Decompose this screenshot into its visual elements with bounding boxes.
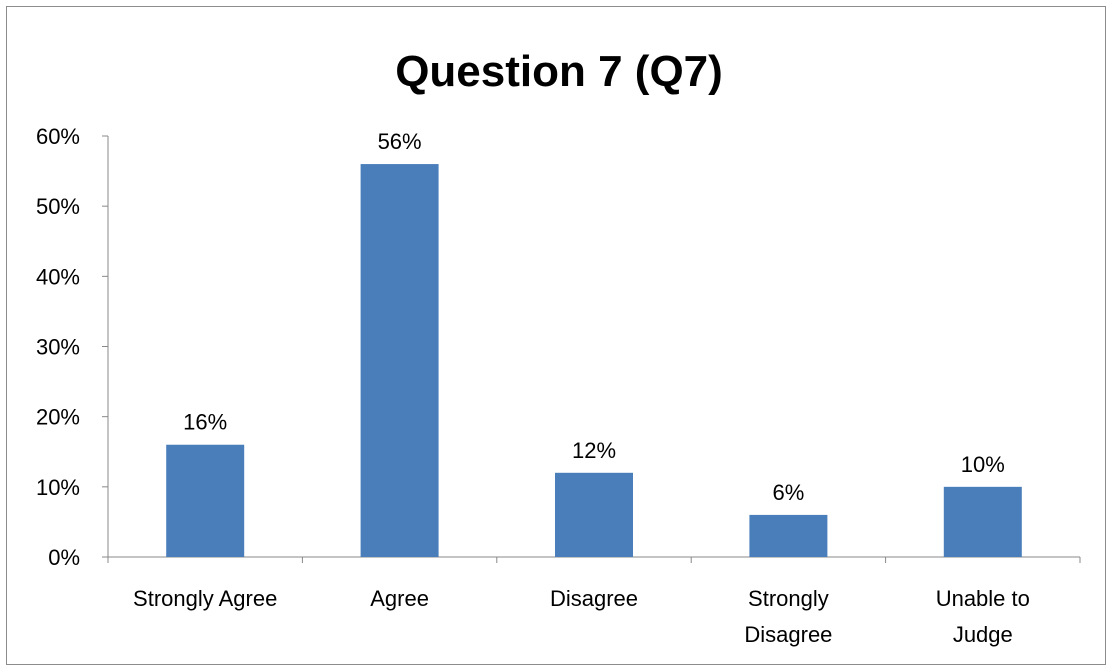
bar [555,472,633,557]
bars [166,164,1022,558]
data-label: 10% [961,452,1005,477]
data-label: 12% [572,438,616,463]
y-tick-label: 60% [36,124,80,149]
category-label: Disagree [744,622,832,647]
bar [749,514,828,557]
y-tick-label: 10% [36,475,80,500]
category-label: Agree [370,586,429,611]
data-label: 6% [773,480,805,505]
category-label: Judge [953,622,1013,647]
y-tick-label: 50% [36,194,80,219]
y-tick-label: 0% [48,545,80,570]
data-label: 16% [183,410,227,435]
category-label: Strongly Agree [133,586,277,611]
category-label: Strongly [748,586,829,611]
y-tick-label: 40% [36,264,80,289]
y-tick-label: 20% [36,405,80,430]
category-label: Unable to [936,586,1030,611]
category-label: Disagree [550,586,638,611]
category-labels: Strongly Agree Agree Disagree Strongly Disag… [133,586,1030,647]
y-axis: 0% 10% 20% 30% 40% 50% 60% [36,124,109,570]
bar [360,164,439,558]
y-tick-label: 30% [36,335,80,360]
data-label: 56% [378,129,422,154]
x-axis [107,556,1081,563]
data-labels: 16% 56% 12% 6% 10% [183,129,1005,505]
chart-title: Question 7 (Q7) [395,47,723,96]
bar [166,444,245,557]
bar [943,486,1022,557]
